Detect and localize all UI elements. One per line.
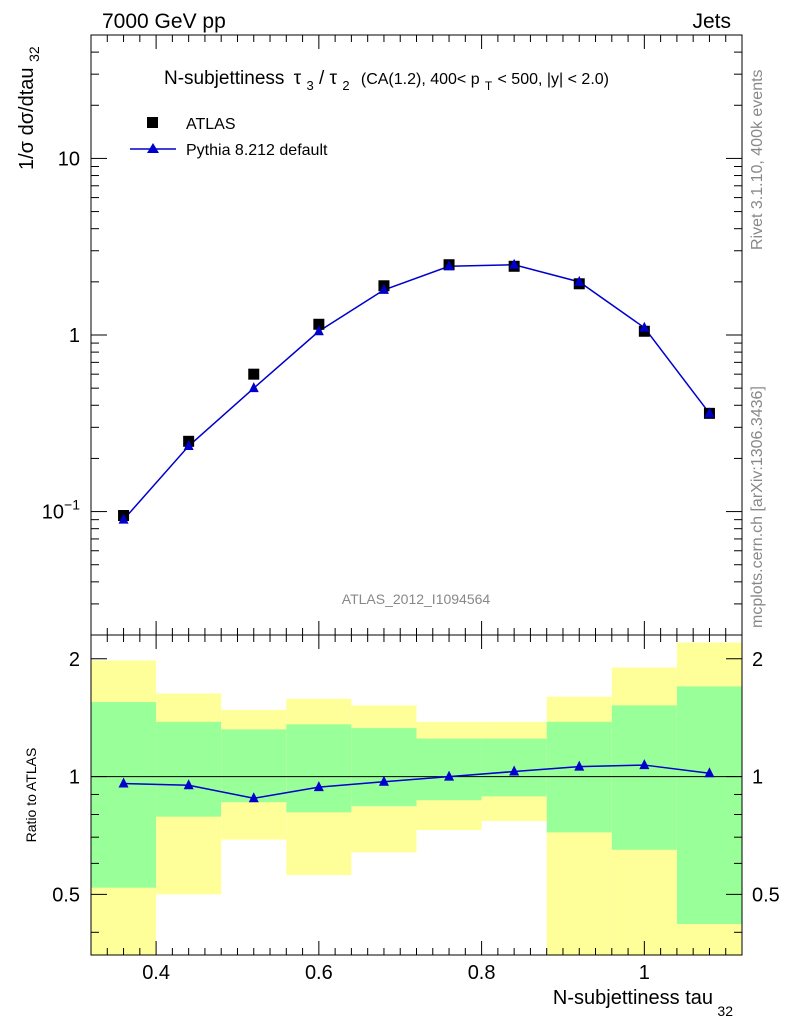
atlas-point <box>248 368 260 380</box>
mc-point <box>639 321 650 332</box>
ratio-y-tick-label-right: 1 <box>752 767 763 789</box>
mc-curve <box>122 263 711 521</box>
mc-point <box>183 440 194 451</box>
main-y-tick-label: 10−1 <box>42 497 80 524</box>
ratio-point <box>313 781 324 792</box>
mcplots-label: mcplots.cern.ch [arXiv:1306.3436] <box>749 386 766 628</box>
ratio-ticks <box>91 635 743 955</box>
x-tick-label: 0.8 <box>468 962 496 984</box>
title-tau2-sub: 2 <box>342 78 349 93</box>
main-y-tick-label-base: 1 <box>69 325 80 347</box>
band-inner-bin <box>351 728 417 807</box>
header-right: Jets <box>692 10 731 33</box>
ratio-markers <box>118 759 715 803</box>
ratio-y-tick-label-left: 2 <box>69 649 80 671</box>
main-y-tick-label: 1 <box>69 325 80 347</box>
ratio-point <box>444 770 455 781</box>
x-tick-label: 0.6 <box>305 962 333 984</box>
x-tick-labels: 0.4 0.6 0.8 1 <box>142 962 650 984</box>
band-inner-bin <box>611 705 677 850</box>
mc-point <box>313 325 324 336</box>
ratio-ylabel: Ratio to ATLAS <box>23 748 39 843</box>
ratio-y-tick-label-right: 0.5 <box>752 884 780 906</box>
mc-point <box>574 275 585 286</box>
band-inner-bin <box>416 738 482 801</box>
main-y-tick-label-base: 10 <box>42 502 64 524</box>
legend-atlas-label: ATLAS <box>186 116 236 133</box>
ratio-point <box>183 779 194 790</box>
ratio-point <box>639 759 650 770</box>
ratio-y-tick-label-left: 0.5 <box>52 884 80 906</box>
mc-point <box>378 283 389 294</box>
ratio-point <box>118 777 129 788</box>
mc-point <box>704 407 715 418</box>
atlas-point <box>313 318 325 330</box>
band-inner-bin <box>91 702 157 888</box>
main-markers <box>118 258 715 524</box>
mc-point <box>248 382 259 393</box>
ratio-point <box>509 765 520 776</box>
band-inner-bin <box>286 724 352 813</box>
main-ylabel-sub: 32 <box>26 46 42 62</box>
header-left: 7000 GeV pp <box>102 10 226 33</box>
legend-mc-marker <box>147 143 159 153</box>
ratio-point <box>248 792 259 803</box>
title-cuts-sub: T <box>485 79 493 93</box>
main-ylabel-text: 1/σ dσ/dtau <box>16 67 38 170</box>
title-tau3: τ <box>294 68 302 89</box>
main-series-line <box>122 263 711 521</box>
title-slash: / <box>319 68 325 89</box>
ratio-y-tick-labels: 0.5 0.5 1 1 2 2 <box>52 649 780 907</box>
ratio-y-tick-label-right: 2 <box>752 649 763 671</box>
chart-title: N-subjettiness τ 3 / τ 2 (CA(1.2), 400< … <box>164 68 609 95</box>
analysis-watermark: ATLAS_2012_I1094564 <box>342 591 491 607</box>
ratio-panel: 0.5 0.5 1 1 2 2 0.4 0.6 0.8 1 Ratio to ATLAS N-s… <box>23 634 780 1019</box>
band-inner-bin <box>156 721 222 817</box>
ratio-bands <box>91 642 742 955</box>
ratio-point <box>704 767 715 778</box>
x-axis-label-sub: 32 <box>717 1003 733 1019</box>
ratio-series-line <box>123 764 710 800</box>
ratio-y-tick-label-left: 1 <box>69 767 80 789</box>
mc-point <box>444 260 455 271</box>
title-cuts-a: (CA(1.2), 400< p <box>361 71 480 88</box>
main-ylabel: 1/σ dσ/dtau 32 <box>16 46 42 170</box>
mc-point <box>509 258 520 269</box>
main-y-tick-label: 10 <box>58 148 80 170</box>
legend-atlas-marker <box>147 117 158 128</box>
main-y-tick-label-exp: −1 <box>64 497 80 513</box>
title-tau3-sub: 3 <box>306 78 313 93</box>
x-axis-label: N-subjettiness tau <box>553 987 713 1009</box>
ratio-curve <box>123 764 710 800</box>
x-tick-label: 1 <box>639 962 650 984</box>
x-tick-label: 0.4 <box>142 962 170 984</box>
ratio-point <box>378 775 389 786</box>
title-tau2: τ <box>330 68 338 89</box>
mc-point <box>118 513 129 524</box>
legend: ATLAS Pythia 8.212 default <box>130 116 328 159</box>
band-inner-bin <box>221 729 287 803</box>
main-y-tick-label-base: 10 <box>58 148 80 170</box>
ratio-frame <box>90 634 743 956</box>
title-cuts-b: < 500, |y| < 2.0) <box>498 71 610 88</box>
rivet-label: Rivet 3.1.10, 400k events <box>749 69 766 250</box>
band-inner-bin <box>546 721 612 833</box>
x-axis-label-text: N-subjettiness tau <box>553 987 713 1009</box>
legend-mc-label: Pythia 8.212 default <box>186 142 328 159</box>
title-prefix: N-subjettiness <box>164 68 284 89</box>
band-inner-bin <box>676 686 742 925</box>
ratio-point <box>574 760 585 771</box>
